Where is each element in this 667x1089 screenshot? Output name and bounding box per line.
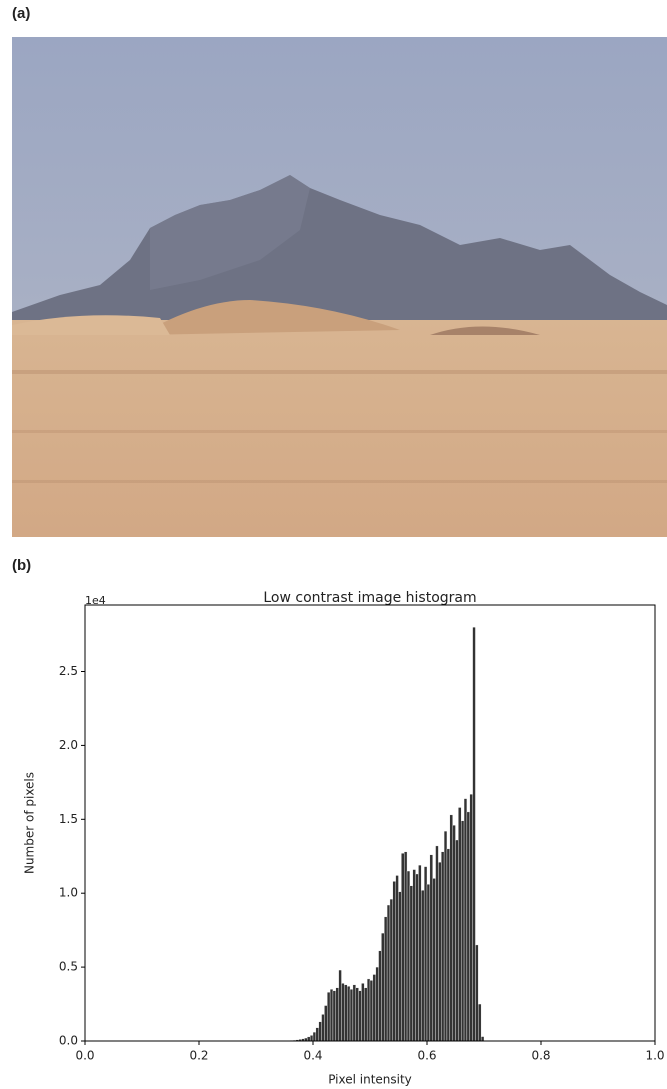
bar — [312, 1031, 317, 1042]
bar — [327, 992, 331, 1042]
bar — [466, 811, 470, 1042]
bar — [315, 1027, 319, 1042]
y-tick-label: 0.5 — [59, 960, 78, 974]
dune — [430, 326, 540, 335]
bar — [335, 987, 339, 1042]
bar — [415, 873, 419, 1042]
x-tick-label: 0.8 — [531, 1049, 550, 1063]
bar — [389, 898, 393, 1042]
bar — [381, 932, 385, 1042]
y-tick-label: 0.0 — [59, 1034, 78, 1048]
bar — [475, 944, 479, 1042]
panel-label: (a) — [12, 5, 30, 22]
bar — [421, 890, 425, 1042]
bar — [372, 974, 376, 1042]
ground-texture — [12, 480, 667, 483]
bar — [355, 987, 359, 1042]
y-tick-label: 1.0 — [59, 886, 78, 900]
bar — [472, 626, 476, 1042]
bar — [386, 904, 391, 1042]
bar — [324, 1005, 328, 1042]
bar — [352, 984, 356, 1042]
bar — [432, 878, 436, 1042]
bar — [392, 881, 396, 1042]
bar — [307, 1036, 311, 1042]
bar — [480, 1036, 485, 1042]
bar — [395, 875, 399, 1042]
ground-texture — [12, 370, 667, 374]
bar — [458, 807, 462, 1042]
dune — [12, 315, 170, 335]
bar — [461, 820, 465, 1042]
bar — [375, 966, 379, 1042]
bar — [318, 1021, 322, 1042]
bar — [435, 845, 439, 1042]
bar — [438, 861, 442, 1042]
bar — [412, 869, 416, 1042]
bar — [364, 987, 368, 1042]
bar — [452, 825, 456, 1042]
bar — [341, 983, 345, 1042]
bar — [455, 839, 459, 1042]
bar — [409, 885, 413, 1042]
bar — [369, 980, 374, 1042]
bar — [443, 830, 448, 1042]
photo — [12, 37, 667, 537]
bar — [332, 990, 336, 1042]
chart-title: Low contrast image histogram — [263, 590, 476, 606]
y-offset-label: 1e4 — [85, 594, 106, 607]
x-tick-label: 0.6 — [417, 1049, 436, 1063]
bar — [309, 1035, 314, 1042]
bar — [398, 891, 402, 1042]
bar — [361, 983, 365, 1042]
bar — [344, 984, 348, 1042]
bar — [321, 1014, 325, 1042]
bar — [406, 870, 411, 1042]
bar — [329, 989, 334, 1042]
bar — [463, 798, 468, 1042]
y-axis-label: Number of pixels — [23, 772, 37, 874]
y-tick-label: 1.5 — [59, 812, 78, 826]
bar — [449, 814, 453, 1042]
bar — [478, 1003, 482, 1042]
x-tick-label: 0.0 — [75, 1049, 94, 1063]
bar — [446, 848, 450, 1042]
y-tick-label: 2.0 — [59, 738, 78, 752]
bar — [349, 989, 354, 1042]
bar — [358, 990, 362, 1042]
bar — [423, 866, 428, 1042]
y-tick-label: 2.5 — [59, 664, 78, 678]
x-tick-label: 0.2 — [189, 1049, 208, 1063]
bar — [418, 864, 422, 1042]
x-tick-label: 0.4 — [303, 1049, 322, 1063]
mountain — [12, 175, 667, 330]
bar — [404, 851, 408, 1042]
dune — [140, 300, 400, 335]
bar — [401, 853, 405, 1042]
bar — [347, 986, 351, 1042]
bar — [378, 950, 382, 1042]
x-tick-label: 1.0 — [645, 1049, 664, 1063]
bar — [384, 916, 388, 1042]
ground-texture — [12, 430, 667, 433]
mountain-haze — [150, 175, 310, 290]
bar — [429, 854, 433, 1042]
axes-frame — [84, 604, 656, 1042]
x-axis-label: Pixel intensity — [328, 1073, 412, 1087]
ground — [12, 320, 667, 537]
bar — [366, 978, 371, 1042]
bar — [469, 794, 473, 1042]
panel-label: (b) — [12, 557, 31, 574]
bar — [426, 884, 431, 1042]
bar — [338, 969, 342, 1042]
bar — [441, 851, 445, 1042]
